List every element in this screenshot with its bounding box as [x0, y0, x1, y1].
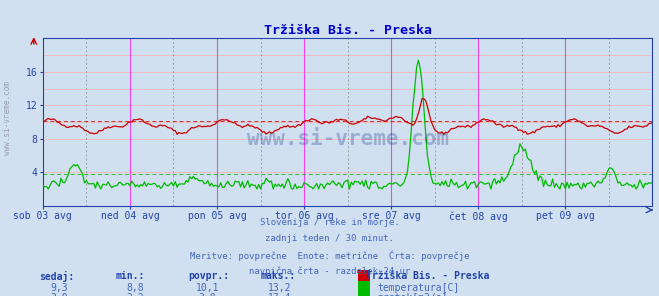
Text: 3,8: 3,8 [199, 293, 216, 296]
Text: 8,8: 8,8 [127, 283, 144, 293]
Text: povpr.:: povpr.: [188, 271, 229, 281]
Text: 17,4: 17,4 [268, 293, 292, 296]
Text: min.:: min.: [115, 271, 145, 281]
Text: navpična črta - razdelek 24 ur: navpična črta - razdelek 24 ur [249, 266, 410, 276]
Text: www.si-vreme.com: www.si-vreme.com [246, 129, 449, 149]
Text: www.si-vreme.com: www.si-vreme.com [3, 81, 13, 155]
Text: sedaj:: sedaj: [40, 271, 74, 282]
Text: 2,2: 2,2 [127, 293, 144, 296]
Text: 9,3: 9,3 [51, 283, 68, 293]
Text: zadnji teden / 30 minut.: zadnji teden / 30 minut. [265, 234, 394, 243]
Text: pretok[m3/s]: pretok[m3/s] [377, 293, 447, 296]
Text: Slovenija / reke in morje.: Slovenija / reke in morje. [260, 218, 399, 226]
Title: Tržiška Bis. - Preska: Tržiška Bis. - Preska [264, 24, 432, 37]
Text: maks.:: maks.: [260, 271, 295, 281]
Text: 13,2: 13,2 [268, 283, 292, 293]
Text: Tržiška Bis. - Preska: Tržiška Bis. - Preska [366, 271, 489, 281]
Text: Meritve: povprečne  Enote: metrične  Črta: povprečje: Meritve: povprečne Enote: metrične Črta:… [190, 250, 469, 260]
Text: 10,1: 10,1 [196, 283, 219, 293]
Text: temperatura[C]: temperatura[C] [377, 283, 459, 293]
Text: 3,0: 3,0 [51, 293, 68, 296]
